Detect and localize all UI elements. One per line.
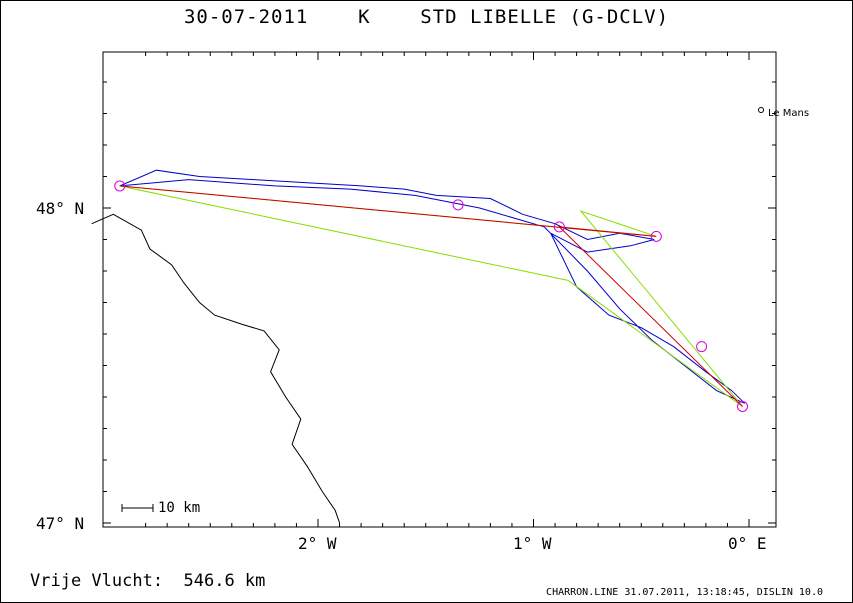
- optimized-route: [119, 185, 743, 407]
- axis-ticks: [103, 52, 776, 527]
- distance-readout: Vrije Vlucht: 546.6 km: [30, 571, 266, 591]
- coastline: [91, 213, 341, 524]
- scale-bar-label: 10 km: [158, 500, 201, 516]
- lon-label-2w: 2° W: [298, 534, 337, 553]
- task-route: [119, 185, 743, 407]
- scale-bar: [121, 504, 154, 512]
- lat-label-47: 47° N: [36, 514, 85, 533]
- turnpoint-marker: [696, 341, 708, 353]
- le-mans-marker: [758, 107, 764, 113]
- map-area: [102, 51, 777, 528]
- flight-track: [119, 169, 746, 404]
- turnpoint-marker: [452, 199, 464, 211]
- lat-label-48: 48° N: [36, 199, 85, 218]
- turnpoint-marker: [553, 221, 565, 233]
- lon-label-1w: 1° W: [513, 534, 552, 553]
- turnpoints: [114, 180, 749, 412]
- place-label-le-mans: Le Mans: [768, 108, 810, 119]
- turnpoint-marker: [650, 230, 662, 242]
- lon-label-0e: 0° E: [728, 534, 767, 553]
- turnpoint-marker: [737, 400, 749, 412]
- map-title: 30-07-2011 K STD LIBELLE (G-DCLV): [183, 6, 670, 28]
- turnpoint-marker: [114, 180, 126, 192]
- footer-info: CHARRON.LINE 31.07.2011, 13:18:45, DISLI…: [546, 587, 823, 598]
